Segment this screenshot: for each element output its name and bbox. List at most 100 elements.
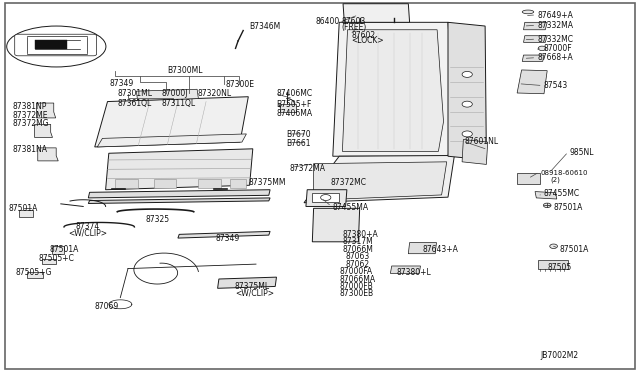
Text: 87455MC: 87455MC: [544, 189, 580, 198]
Polygon shape: [342, 30, 444, 151]
Text: 86400: 86400: [316, 17, 340, 26]
Text: 87301ML: 87301ML: [117, 89, 152, 98]
Text: 87455MA: 87455MA: [332, 203, 368, 212]
Text: 87381NP: 87381NP: [13, 102, 47, 111]
Text: 87505: 87505: [547, 263, 572, 272]
Text: (FREE): (FREE): [342, 23, 367, 32]
Text: 87000F: 87000F: [544, 44, 573, 53]
Text: 87501A: 87501A: [49, 245, 79, 254]
Text: 87000J: 87000J: [161, 89, 188, 98]
Polygon shape: [312, 208, 360, 242]
Text: 87000FB: 87000FB: [339, 282, 373, 291]
Text: 87375ML: 87375ML: [235, 282, 270, 291]
Bar: [42, 259, 56, 264]
Polygon shape: [535, 192, 557, 199]
Text: 87372MG: 87372MG: [13, 119, 49, 128]
Text: 87374: 87374: [76, 222, 100, 231]
Circle shape: [462, 101, 472, 107]
Polygon shape: [36, 103, 56, 118]
Text: 87069: 87069: [95, 302, 119, 311]
Polygon shape: [448, 22, 486, 160]
Text: B7300ML: B7300ML: [168, 66, 203, 75]
Bar: [35, 40, 67, 49]
Text: 87668+A: 87668+A: [538, 53, 573, 62]
Text: 87601NL: 87601NL: [465, 137, 499, 146]
Text: B7661: B7661: [287, 139, 311, 148]
Bar: [19, 210, 33, 217]
Bar: [538, 260, 568, 269]
Text: 87349: 87349: [216, 234, 240, 243]
Bar: [115, 179, 138, 188]
Text: 87062: 87062: [346, 260, 370, 269]
Polygon shape: [88, 198, 270, 203]
Text: 87406MC: 87406MC: [276, 89, 312, 98]
Text: 87349: 87349: [109, 79, 134, 88]
Text: 87063: 87063: [346, 252, 370, 261]
Polygon shape: [88, 190, 270, 198]
Text: 87300E: 87300E: [225, 80, 254, 89]
Text: 87317M: 87317M: [342, 237, 373, 246]
Text: 87372MA: 87372MA: [290, 164, 326, 173]
Polygon shape: [333, 22, 454, 156]
Text: 87332MA: 87332MA: [538, 21, 573, 30]
Bar: [27, 272, 43, 278]
Circle shape: [550, 244, 557, 248]
Text: 87066M: 87066M: [342, 245, 373, 254]
Text: <W/CLIP>: <W/CLIP>: [235, 288, 274, 297]
Bar: [230, 179, 246, 188]
Text: 87380+L: 87380+L: [397, 268, 431, 277]
Text: B7505+F: B7505+F: [276, 100, 312, 109]
Polygon shape: [524, 36, 547, 42]
Text: 87361QL: 87361QL: [117, 99, 152, 108]
Polygon shape: [343, 4, 410, 22]
Polygon shape: [312, 193, 339, 202]
Text: (2): (2): [550, 176, 560, 183]
Text: 87000FA: 87000FA: [339, 267, 372, 276]
Polygon shape: [106, 149, 253, 190]
Text: 87332MC: 87332MC: [538, 35, 573, 44]
Ellipse shape: [522, 10, 534, 14]
Ellipse shape: [6, 26, 106, 67]
Polygon shape: [304, 155, 454, 203]
Text: <W/CLIP>: <W/CLIP>: [68, 228, 108, 237]
Text: JB7002M2: JB7002M2: [541, 351, 579, 360]
Text: 87066MA: 87066MA: [339, 275, 375, 283]
Circle shape: [543, 203, 551, 208]
Polygon shape: [462, 140, 488, 164]
Polygon shape: [524, 22, 547, 30]
Polygon shape: [408, 243, 436, 254]
Text: 87501A: 87501A: [554, 203, 583, 212]
Polygon shape: [314, 162, 447, 200]
Text: 08918-60610: 08918-60610: [541, 170, 588, 176]
Bar: [280, 104, 296, 112]
Polygon shape: [136, 89, 198, 100]
Polygon shape: [38, 148, 58, 161]
Text: B7670: B7670: [287, 130, 311, 139]
Text: 87602: 87602: [351, 31, 376, 40]
Circle shape: [321, 195, 331, 201]
Text: 87325: 87325: [146, 215, 170, 224]
Polygon shape: [95, 97, 248, 147]
Polygon shape: [517, 70, 547, 94]
Text: 87372ME: 87372ME: [13, 111, 48, 120]
Bar: [154, 179, 176, 188]
Text: 87372MC: 87372MC: [330, 178, 366, 187]
Polygon shape: [218, 277, 276, 288]
Text: 87501A: 87501A: [9, 204, 38, 213]
Text: 87375MM: 87375MM: [248, 178, 286, 187]
FancyBboxPatch shape: [15, 34, 97, 56]
Text: 87543: 87543: [544, 81, 568, 90]
Text: 87381NA: 87381NA: [13, 145, 48, 154]
Text: 87505+G: 87505+G: [16, 268, 52, 277]
Text: 87380+A: 87380+A: [342, 230, 378, 239]
Text: 87501A: 87501A: [560, 245, 589, 254]
Text: B7346M: B7346M: [250, 22, 281, 31]
Circle shape: [462, 71, 472, 77]
Text: 87311QL: 87311QL: [161, 99, 195, 108]
Polygon shape: [306, 190, 347, 206]
Text: 87603: 87603: [342, 17, 366, 26]
Bar: [52, 246, 64, 254]
Text: 87406MA: 87406MA: [276, 109, 312, 118]
Text: 87643+A: 87643+A: [422, 245, 458, 254]
Polygon shape: [178, 231, 270, 238]
